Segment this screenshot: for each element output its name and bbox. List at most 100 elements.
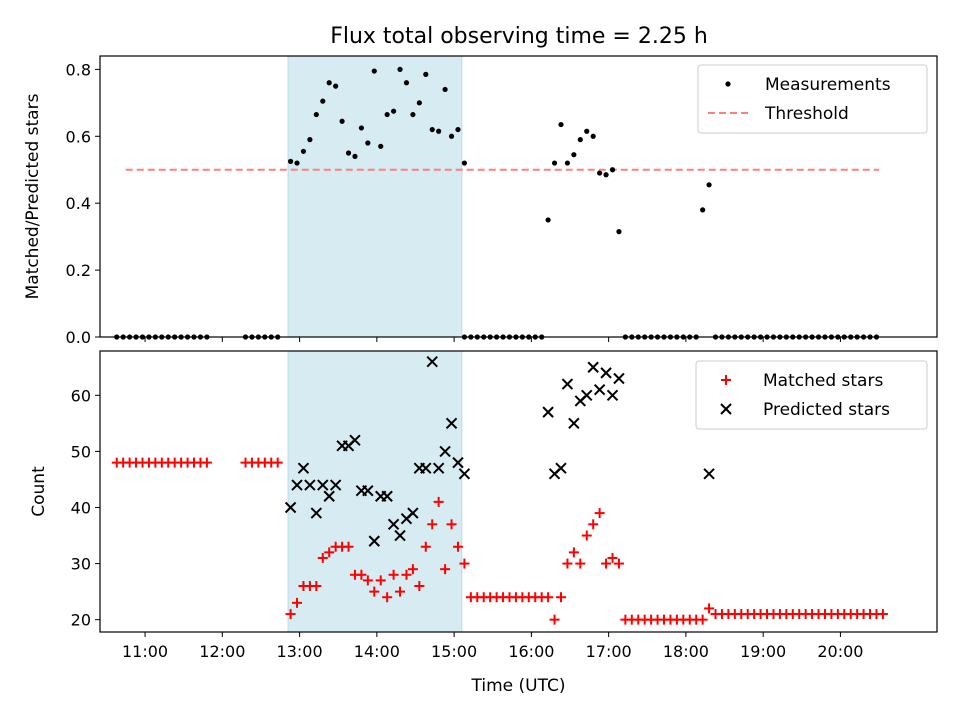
- predicted-star-point: [284, 501, 297, 514]
- measurement-point: [403, 80, 410, 86]
- bottom-y-ticks: 20 30 40 50 60: [71, 386, 100, 630]
- measurement-point: [577, 137, 583, 143]
- predicted-star-point: [297, 462, 310, 474]
- x-tick-label: 15:00: [431, 642, 477, 661]
- matched-star-point: [343, 541, 354, 552]
- measurement-point: [313, 111, 319, 118]
- measurement-point: [320, 98, 326, 104]
- measurement-point: [558, 121, 564, 128]
- measurement-point: [597, 170, 603, 176]
- measurement-point: [287, 158, 294, 164]
- matched-star-point: [575, 558, 586, 569]
- measurement-point: [333, 83, 339, 89]
- measurement-point: [371, 68, 377, 74]
- top-y-axis-label: Matched/Predicted stars: [23, 93, 43, 299]
- top-x-ticks: [144, 337, 841, 342]
- bottom-x-ticks: 11:00 12:00 13:00 14:00 15:00 16:00 17:00 18:00…: [122, 632, 863, 661]
- predicted-star-point: [613, 372, 625, 385]
- top-axes-frame: [99, 55, 938, 338]
- predicted-star-point: [420, 462, 432, 474]
- predicted-star-point: [387, 518, 400, 531]
- matched-star-point: [356, 569, 367, 580]
- predicted-star-point: [291, 479, 303, 491]
- top-y-ticks: 0.0 0.2 0.4 0.6 0.8: [66, 60, 100, 347]
- predicted-star-point: [458, 468, 471, 480]
- matched-star-point: [607, 552, 618, 563]
- measurement-point: [461, 160, 468, 166]
- count-points: [111, 355, 888, 625]
- y-tick-label: 60: [71, 386, 91, 405]
- predicted-star-point: [555, 462, 567, 474]
- matched-star-point: [697, 614, 708, 625]
- matched-star-point: [369, 586, 380, 597]
- y-tick-label: 40: [71, 498, 91, 517]
- bottom-legend-box: [695, 360, 928, 430]
- y-tick-label: 50: [71, 442, 91, 461]
- measurement-point: [358, 125, 365, 131]
- top-panel: 0.00.20.40.60.8 Matched/Predicted stars …: [23, 55, 938, 347]
- matched-star-point: [317, 552, 328, 563]
- x-tick-label: 13:00: [277, 642, 323, 661]
- legend-matched-label: Matched stars: [763, 371, 883, 391]
- predicted-star-point: [439, 445, 451, 458]
- matched-star-point: [382, 592, 393, 603]
- measurement-point: [442, 86, 448, 93]
- x-tick-label: 12:00: [199, 642, 245, 661]
- matched-star-point: [433, 496, 444, 507]
- matched-star-point: [395, 586, 406, 597]
- predicted-star-point: [381, 490, 393, 502]
- matched-star-point: [407, 564, 418, 575]
- matched-star-point: [272, 457, 283, 468]
- measurement-point: [365, 140, 371, 146]
- observing-window-top: [287, 55, 463, 338]
- predicted-stars-legend-glyph: [720, 403, 732, 415]
- matched-star-point: [388, 569, 399, 580]
- matched-star-point: [414, 581, 425, 592]
- legend-matched-marker: [721, 375, 731, 385]
- x-tick-label: 19:00: [740, 642, 786, 661]
- measurement-point: [423, 71, 429, 77]
- matched-star-point: [613, 558, 624, 569]
- predicted-star-point: [432, 462, 445, 474]
- measurement-point: [326, 80, 332, 86]
- y-tick-label: 30: [71, 555, 91, 574]
- measurement-point: [571, 152, 577, 158]
- measurement-point: [706, 182, 712, 188]
- predicted-star-point: [600, 367, 612, 379]
- measurement-point: [564, 160, 571, 166]
- predicted-star-point: [593, 383, 606, 396]
- matched-star-point: [285, 609, 296, 620]
- predicted-star-point: [703, 468, 715, 480]
- predicted-star-point: [426, 355, 438, 368]
- predicted-star-point: [362, 484, 374, 497]
- measurement-point: [397, 66, 403, 72]
- matched-star-point: [375, 575, 386, 586]
- predicted-star-point: [349, 434, 361, 446]
- predicted-star-point: [568, 417, 580, 430]
- measurement-point: [616, 229, 622, 235]
- y-tick-label: 20: [71, 611, 91, 630]
- measurement-point: [294, 160, 300, 166]
- matched-star-point: [877, 609, 888, 620]
- x-tick-label: 17:00: [586, 642, 632, 661]
- y-tick-label: 0.0: [66, 328, 91, 347]
- matched-stars-legend-glyph: [721, 375, 731, 385]
- predicted-star-point: [445, 417, 458, 430]
- matched-star-point: [446, 519, 457, 530]
- measurement-point: [436, 128, 442, 134]
- matched-star-point: [594, 508, 605, 519]
- matched-star-point: [704, 603, 715, 614]
- legend-measurements-label: Measurements: [765, 75, 891, 95]
- predicted-star-point: [407, 507, 419, 519]
- legend-threshold-label: Threshold: [764, 104, 849, 124]
- measurement-point: [307, 137, 313, 143]
- measurement-point: [584, 128, 590, 134]
- y-tick-label: 0.4: [66, 194, 91, 213]
- matched-star-point: [452, 541, 463, 552]
- measurement-point: [609, 167, 616, 173]
- measurement-point: [448, 133, 455, 139]
- measurement-point: [300, 148, 307, 154]
- x-tick-label: 18:00: [663, 642, 709, 661]
- measurement-point: [410, 111, 416, 118]
- predicted-star-point: [368, 535, 380, 547]
